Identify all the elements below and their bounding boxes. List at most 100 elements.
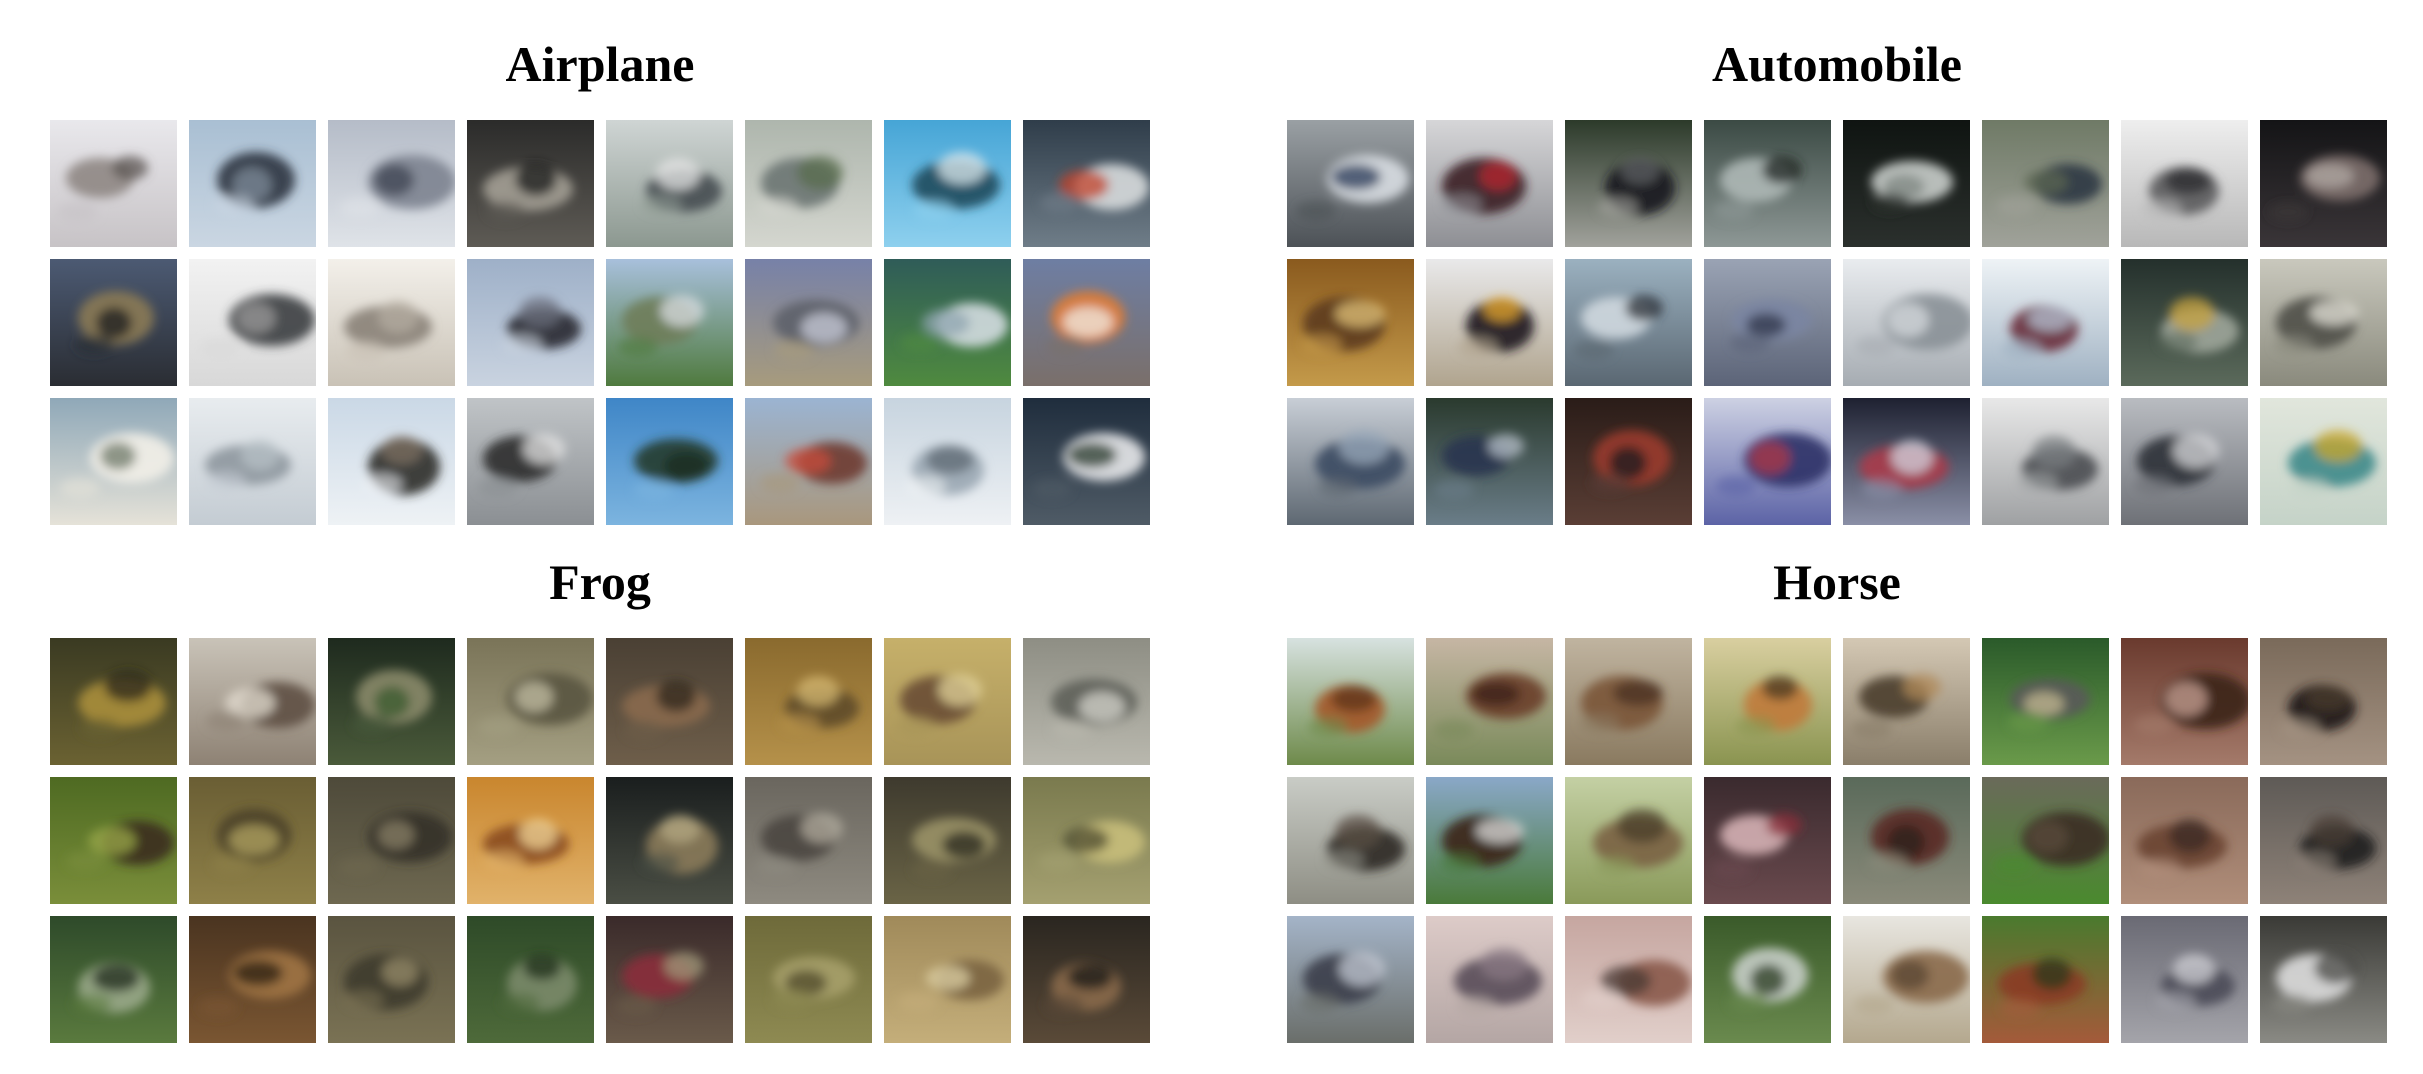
airplane-sample (467, 398, 594, 525)
automobile-sample (2260, 120, 2387, 247)
airplane-sample (745, 398, 872, 525)
horse-sample (1704, 916, 1831, 1043)
horse-sample (2121, 777, 2248, 904)
automobile-sample (1704, 120, 1831, 247)
automobile-sample (2260, 398, 2387, 525)
airplane-sample (606, 398, 733, 525)
airplane-sample (606, 120, 733, 247)
panel-title-frog: Frog (549, 554, 651, 610)
automobile-sample (1982, 120, 2109, 247)
automobile-sample (1704, 398, 1831, 525)
panel-title-automobile: Automobile (1712, 36, 1962, 92)
frog-sample (467, 777, 594, 904)
horse-sample (1704, 777, 1831, 904)
airplane-sample (189, 398, 316, 525)
frog-sample (745, 916, 872, 1043)
automobile-sample (1426, 398, 1553, 525)
panel-title-airplane: Airplane (505, 36, 695, 92)
airplane-sample (189, 120, 316, 247)
horse-sample (1843, 777, 1970, 904)
automobile-sample (1843, 120, 1970, 247)
frog-sample (50, 916, 177, 1043)
airplane-sample (884, 398, 1011, 525)
airplane-sample (745, 120, 872, 247)
airplane-sample (1023, 398, 1150, 525)
frog-sample (467, 916, 594, 1043)
automobile-sample (2121, 120, 2248, 247)
frog-sample (884, 777, 1011, 904)
automobile-sample (1287, 398, 1414, 525)
automobile-sample (1287, 259, 1414, 386)
horse-sample (1565, 777, 1692, 904)
airplane-sample (328, 259, 455, 386)
image-grid-frog (50, 638, 1150, 1043)
airplane-sample (606, 259, 733, 386)
horse-sample (1287, 777, 1414, 904)
automobile-sample (1843, 259, 1970, 386)
frog-sample (328, 638, 455, 765)
frog-sample (606, 638, 733, 765)
frog-sample (50, 638, 177, 765)
airplane-sample (328, 120, 455, 247)
automobile-sample (1565, 259, 1692, 386)
automobile-sample (1843, 398, 1970, 525)
frog-sample (328, 916, 455, 1043)
automobile-sample (1704, 259, 1831, 386)
horse-sample (1287, 638, 1414, 765)
automobile-sample (2121, 398, 2248, 525)
frog-sample (1023, 916, 1150, 1043)
horse-sample (1426, 777, 1553, 904)
frog-sample (884, 916, 1011, 1043)
automobile-sample (2260, 259, 2387, 386)
airplane-sample (884, 120, 1011, 247)
horse-sample (2121, 638, 2248, 765)
frog-sample (606, 916, 733, 1043)
horse-sample (2121, 916, 2248, 1043)
horse-sample (2260, 638, 2387, 765)
horse-sample (1565, 916, 1692, 1043)
horse-sample (1704, 638, 1831, 765)
horse-sample (2260, 777, 2387, 904)
frog-sample (328, 777, 455, 904)
image-grid-horse (1287, 638, 2387, 1043)
image-grid-automobile (1287, 120, 2387, 525)
airplane-sample (467, 259, 594, 386)
automobile-sample (1565, 120, 1692, 247)
horse-sample (1982, 777, 2109, 904)
automobile-sample (2121, 259, 2248, 386)
horse-sample (1843, 638, 1970, 765)
horse-sample (1982, 916, 2109, 1043)
airplane-sample (1023, 120, 1150, 247)
frog-sample (189, 916, 316, 1043)
automobile-sample (1426, 259, 1553, 386)
airplane-sample (50, 120, 177, 247)
image-grid-airplane (50, 120, 1150, 525)
horse-sample (1426, 638, 1553, 765)
frog-sample (1023, 638, 1150, 765)
frog-sample (189, 638, 316, 765)
frog-sample (745, 638, 872, 765)
horse-sample (1565, 638, 1692, 765)
horse-sample (1982, 638, 2109, 765)
frog-sample (467, 638, 594, 765)
automobile-sample (1565, 398, 1692, 525)
airplane-sample (189, 259, 316, 386)
automobile-sample (1982, 398, 2109, 525)
automobile-sample (1287, 120, 1414, 247)
horse-sample (1843, 916, 1970, 1043)
airplane-sample (745, 259, 872, 386)
airplane-sample (467, 120, 594, 247)
frog-sample (745, 777, 872, 904)
frog-sample (884, 638, 1011, 765)
airplane-sample (50, 398, 177, 525)
airplane-sample (328, 398, 455, 525)
airplane-sample (50, 259, 177, 386)
automobile-sample (1426, 120, 1553, 247)
panel-title-horse: Horse (1773, 554, 1901, 610)
horse-sample (2260, 916, 2387, 1043)
airplane-sample (884, 259, 1011, 386)
frog-sample (1023, 777, 1150, 904)
horse-sample (1426, 916, 1553, 1043)
airplane-sample (1023, 259, 1150, 386)
frog-sample (50, 777, 177, 904)
